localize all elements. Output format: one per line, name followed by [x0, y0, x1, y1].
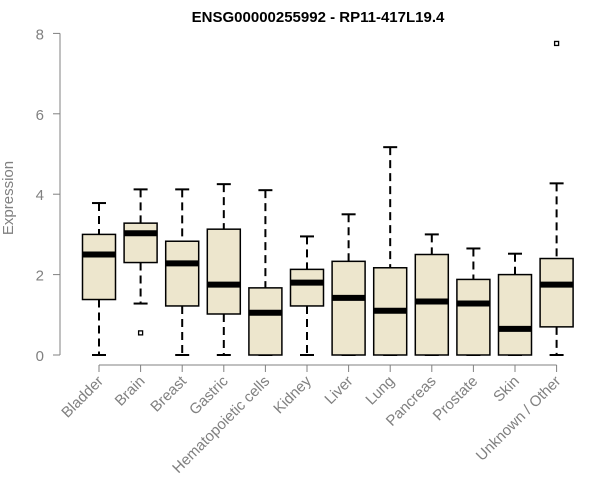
box-hematopoietic-cells — [248, 189, 283, 356]
y-axis: 0 2 4 6 8 — [36, 26, 61, 365]
box-iqr — [248, 287, 283, 356]
x-tick-label: Prostate — [430, 373, 482, 425]
box-iqr — [414, 253, 450, 356]
x-tick-label: Skin — [490, 373, 523, 406]
boxes-group — [81, 40, 574, 356]
box-pancreas — [414, 233, 450, 356]
y-tick-label: 6 — [36, 107, 44, 124]
box-iqr — [539, 257, 574, 328]
x-tick-label: Kidney — [270, 372, 315, 417]
box-lung — [372, 146, 408, 356]
box-kidney — [289, 235, 325, 356]
box-iqr — [456, 278, 491, 356]
box-unknown-other — [539, 40, 574, 356]
x-tick-label: Brain — [112, 373, 149, 410]
box-iqr — [206, 228, 242, 315]
box-iqr — [81, 233, 117, 301]
x-tick-label: Lung — [362, 373, 398, 409]
box-iqr — [289, 268, 325, 307]
box-breast — [164, 188, 200, 356]
y-axis-label: Expression — [0, 161, 17, 235]
box-gastric — [206, 183, 242, 356]
x-tick-label: Liver — [321, 373, 356, 408]
box-brain — [123, 188, 158, 336]
box-iqr — [123, 222, 158, 264]
x-tick-label: Bladder — [58, 373, 107, 422]
x-tick-label: Breast — [147, 372, 190, 415]
box-liver — [331, 213, 366, 356]
box-iqr — [164, 240, 200, 307]
chart-title: ENSG00000255992 - RP11-417L19.4 — [192, 9, 445, 26]
outlier-point — [137, 330, 144, 336]
box-bladder — [81, 202, 117, 356]
outlier-point — [553, 40, 560, 47]
y-tick-label: 4 — [36, 187, 44, 204]
box-skin — [497, 252, 533, 356]
box-prostate — [456, 247, 491, 356]
box-iqr — [497, 273, 533, 356]
y-tick-label: 0 — [36, 348, 44, 365]
box-iqr — [331, 260, 366, 356]
y-tick-label: 2 — [36, 268, 44, 285]
y-tick-label: 8 — [36, 26, 44, 43]
